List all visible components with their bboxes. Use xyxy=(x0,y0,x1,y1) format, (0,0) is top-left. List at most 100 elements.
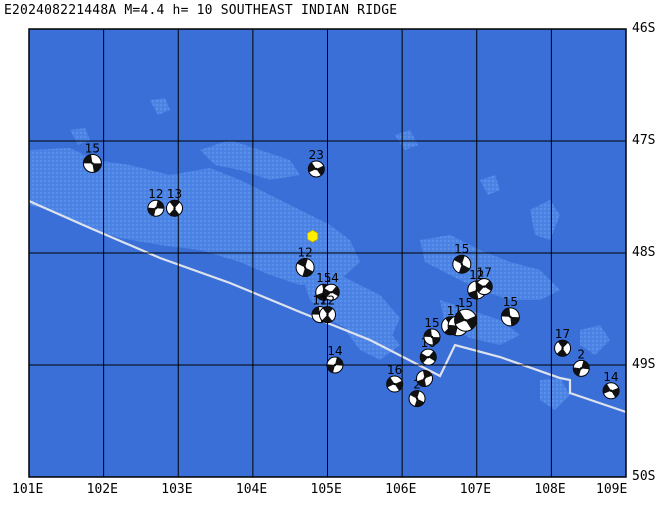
beachball-center-dot xyxy=(415,397,419,400)
lon-tick-label: 106E xyxy=(385,482,417,497)
mechanism-depth-label: 2 xyxy=(577,347,585,361)
beachball-compression-quadrant xyxy=(453,255,465,265)
ridge-line xyxy=(29,199,626,414)
beachball-center-dot xyxy=(460,263,464,266)
map-title: E202408221448A M=4.4 h= 10 SOUTHEAST IND… xyxy=(4,3,398,18)
mechanism-depth-label: 12 xyxy=(312,294,327,308)
lat-tick-label: 46S xyxy=(632,21,656,36)
beachball-compression-quadrant xyxy=(169,200,180,209)
beachball-center-dot xyxy=(91,162,94,165)
focal-mechanism[interactable]: 15 xyxy=(423,316,441,346)
beachball-compression-quadrant xyxy=(431,337,440,345)
beachball-compression-quadrant xyxy=(611,387,620,398)
focal-mechanism[interactable]: 17 xyxy=(554,327,572,357)
focal-mechanisms: 1513122312151412121416216151115151217151… xyxy=(82,141,620,408)
mechanism-depth-label: 15 xyxy=(454,242,469,256)
beachball-compression-quadrant xyxy=(603,383,612,394)
beachball-compression-quadrant xyxy=(83,154,93,164)
mechanism-depth-label: 15 xyxy=(85,141,100,155)
focal-mechanism[interactable]: 23 xyxy=(307,148,325,178)
mechanism-depth-label: 13 xyxy=(167,187,182,201)
beachball-center-dot xyxy=(430,335,434,339)
beachball-compression-quadrant xyxy=(334,357,343,366)
beachball-center-dot xyxy=(423,377,426,380)
focal-mechanism[interactable]: 2 xyxy=(572,347,590,377)
beachball-center-dot xyxy=(326,313,329,316)
focal-mechanism[interactable]: 15 xyxy=(500,295,520,327)
focal-mechanism[interactable] xyxy=(416,369,434,387)
focal-mechanism[interactable]: 15 xyxy=(454,296,478,332)
focal-mechanism[interactable]: 13 xyxy=(166,187,184,217)
focal-mechanism[interactable]: 17 xyxy=(475,266,493,296)
lon-tick-label: 108E xyxy=(534,482,566,497)
map-frame xyxy=(28,28,627,478)
lon-tick-label: 102E xyxy=(86,482,118,497)
beachball-center-dot xyxy=(580,367,583,370)
beachball-compression-quadrant xyxy=(394,380,403,391)
beachball-compression-quadrant xyxy=(465,315,477,330)
focal-mechanism[interactable]: 15 xyxy=(82,141,102,173)
beachball-center-dot xyxy=(427,355,430,359)
beachball-center-dot xyxy=(315,167,318,171)
beachball-center-dot xyxy=(464,319,467,322)
beachball-compression-quadrant xyxy=(417,378,427,387)
beachball-center-dot xyxy=(333,363,337,367)
mechanism-depth-label: 14 xyxy=(327,344,342,358)
beachball-compression-quadrant xyxy=(297,258,308,268)
beachball-compression-quadrant xyxy=(331,286,340,297)
beachball-center-dot xyxy=(609,389,613,392)
lon-tick-label: 105E xyxy=(310,482,342,497)
focal-mechanism[interactable]: 14 xyxy=(322,271,340,301)
mechanism-depth-label: 16 xyxy=(387,363,402,377)
beachball-compression-quadrant xyxy=(428,351,437,362)
beachball-center-dot xyxy=(303,266,307,269)
mechanism-depth-label: 15 xyxy=(316,271,331,285)
beachball-compression-quadrant xyxy=(322,306,334,315)
beachball-compression-quadrant xyxy=(458,264,470,274)
beachball-compression-quadrant xyxy=(312,306,321,315)
beachball-compression-quadrant xyxy=(326,364,335,373)
beachball-compression-quadrant xyxy=(147,207,156,216)
bathymetry-shoals xyxy=(29,98,610,410)
beachball-compression-quadrant xyxy=(448,324,459,336)
focal-mechanism[interactable]: 15 xyxy=(452,242,472,274)
mechanism-depth-label: 17 xyxy=(555,327,570,341)
beachball-compression-quadrant xyxy=(323,288,332,299)
beachball-center-dot xyxy=(173,207,176,210)
mechanism-depth-label: 23 xyxy=(309,148,324,162)
beachball-compression-quadrant xyxy=(581,360,590,370)
beachball-compression-quadrant xyxy=(169,208,180,217)
focal-mechanism[interactable]: 14 xyxy=(326,344,344,374)
beachball-center-dot xyxy=(330,291,333,294)
beachball-compression-quadrant xyxy=(422,370,433,379)
epicenter-marker[interactable] xyxy=(306,229,319,243)
mechanism-depth-label: 14 xyxy=(324,271,339,285)
mechanism-depth-label: 15 xyxy=(503,295,518,309)
beachball-compression-quadrant xyxy=(510,316,520,326)
beachball-compression-quadrant xyxy=(556,348,568,357)
beachball-compression-quadrant xyxy=(501,307,511,317)
lat-tick-label: 49S xyxy=(632,357,656,372)
beachball-center-dot xyxy=(393,382,396,386)
lon-tick-label: 107E xyxy=(459,482,492,497)
focal-mechanism[interactable]: 16 xyxy=(386,363,404,393)
focal-mechanism[interactable]: 14 xyxy=(602,370,620,400)
beachball-compression-quadrant xyxy=(409,390,420,399)
beachball-compression-quadrant xyxy=(484,280,493,291)
beachball-compression-quadrant xyxy=(302,267,314,277)
lat-lon-grid xyxy=(29,29,626,477)
mechanism-depth-label: 1 xyxy=(447,304,455,318)
beachball-compression-quadrant xyxy=(573,367,582,377)
focal-mechanism[interactable]: 12 xyxy=(319,294,336,324)
focal-mechanism[interactable]: 2 xyxy=(408,378,426,408)
focal-mechanism[interactable]: 12 xyxy=(295,246,315,278)
mechanism-depth-label: 14 xyxy=(603,370,618,384)
beachball-center-dot xyxy=(561,347,564,350)
lon-tick-label: 103E xyxy=(161,482,193,497)
mechanism-depth-label: 15 xyxy=(424,316,439,330)
mechanism-depth-label: 1 xyxy=(454,303,462,317)
focal-mechanism[interactable]: 12 xyxy=(147,187,165,217)
lon-tick-label: 109E xyxy=(596,482,628,497)
beachball-center-dot xyxy=(509,315,512,319)
